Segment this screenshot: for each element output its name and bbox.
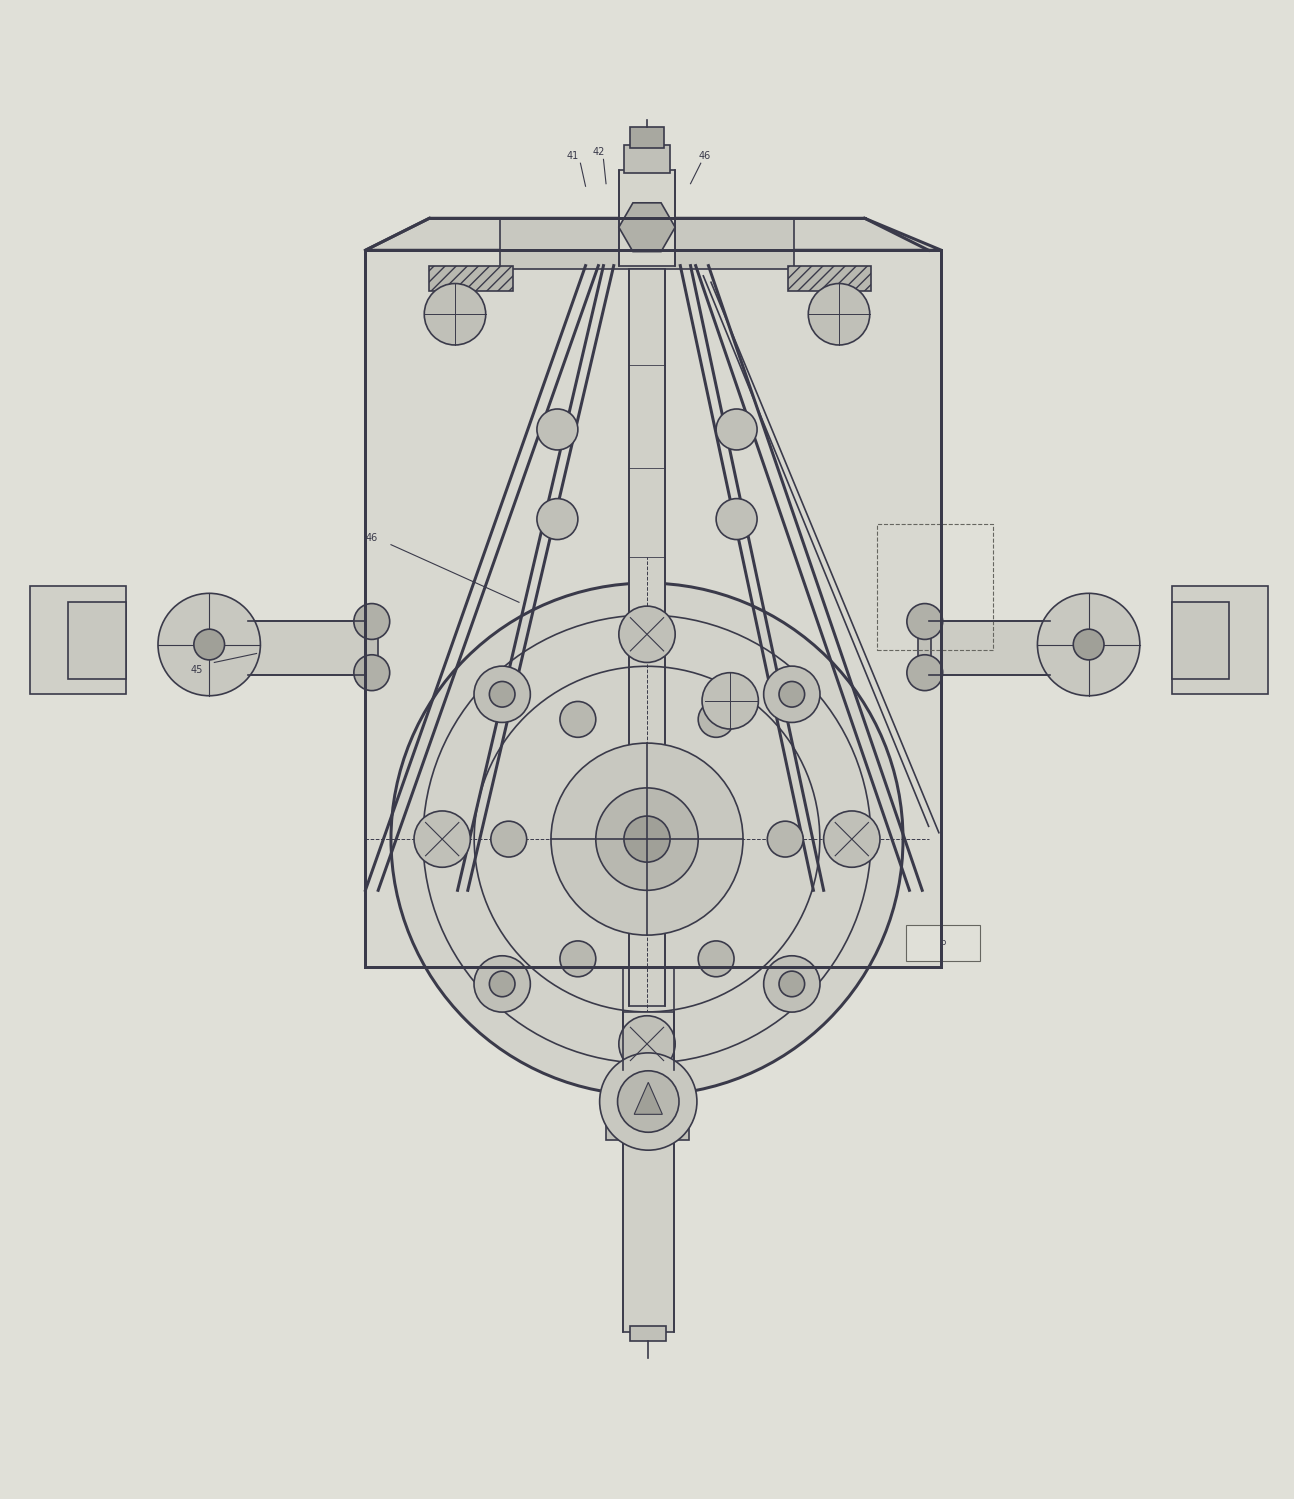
Circle shape [353,604,389,640]
Circle shape [489,971,515,997]
Circle shape [490,821,527,857]
Text: 46: 46 [699,150,710,160]
Circle shape [779,682,805,708]
Bar [622,1012,674,1333]
Circle shape [779,971,805,997]
Text: 45: 45 [190,666,203,675]
Circle shape [391,583,903,1096]
Circle shape [699,941,734,977]
Bar [247,622,369,675]
Circle shape [763,956,820,1012]
Bar [30,586,126,694]
Circle shape [537,409,578,450]
Circle shape [619,606,675,663]
Circle shape [763,666,820,723]
Bar [919,606,932,688]
Circle shape [158,594,260,696]
Bar [629,270,665,1006]
Circle shape [907,655,943,691]
Circle shape [617,1070,679,1132]
Circle shape [414,811,470,868]
Circle shape [424,283,485,345]
Circle shape [824,811,880,868]
Bar [1172,586,1268,694]
Text: b: b [939,938,946,947]
Polygon shape [365,219,942,250]
Circle shape [716,409,757,450]
Bar [929,622,1051,675]
Bar [69,603,126,679]
Polygon shape [619,202,675,252]
Bar [365,250,942,967]
Bar [499,219,795,270]
Circle shape [767,821,804,857]
Circle shape [599,1052,697,1150]
Text: 46: 46 [366,534,378,543]
Circle shape [595,788,699,890]
Circle shape [703,673,758,729]
Bar [365,606,378,688]
Circle shape [560,702,595,738]
Circle shape [194,630,225,660]
Text: 42: 42 [593,147,604,157]
Circle shape [353,655,389,691]
Bar [1172,603,1229,679]
Bar [630,127,664,148]
Circle shape [474,956,531,1012]
Circle shape [489,682,515,708]
Circle shape [560,941,595,977]
Bar [877,525,992,649]
Circle shape [537,499,578,540]
Circle shape [624,815,670,862]
Circle shape [619,1016,675,1072]
Bar [365,250,942,967]
Circle shape [1038,594,1140,696]
Circle shape [551,744,743,935]
Circle shape [716,499,757,540]
Text: 41: 41 [567,150,578,160]
Circle shape [699,702,734,738]
Bar [606,1102,690,1139]
Bar [624,145,670,174]
Circle shape [809,283,870,345]
Bar [630,1325,666,1342]
Circle shape [907,604,943,640]
Bar [619,169,675,265]
Bar [906,925,980,961]
Circle shape [1073,630,1104,660]
Circle shape [474,666,531,723]
Bar [430,265,512,291]
Polygon shape [634,1082,663,1114]
Bar [788,265,871,291]
